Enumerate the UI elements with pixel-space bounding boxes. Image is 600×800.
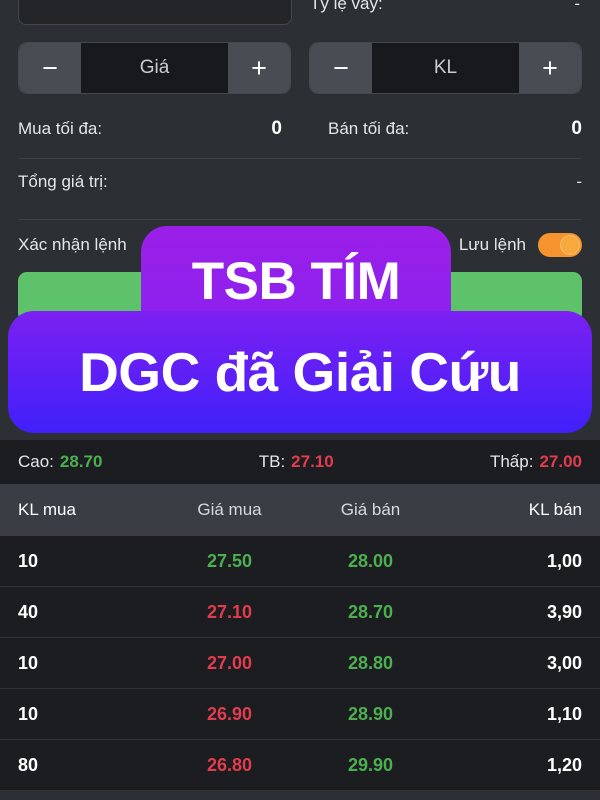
total-value-label: Tổng giá trị: [18,172,108,191]
table-row[interactable]: 10 26.90 28.90 1,10 [0,689,600,740]
cell-ask-price: 28.70 [347,601,394,622]
save-order-label: Lưu lệnh [458,235,526,254]
cell-bid-price: 27.00 [206,652,253,673]
cell-ask-price: 29.90 [347,754,394,775]
cell-ask-qty: 1,00 [546,550,582,571]
quantity-increment-button[interactable]: + [519,43,581,93]
cell-ask-qty: 3,90 [546,601,582,622]
max-sell-cell: Bán tối đa: 0 [300,118,582,140]
cell-ask-price: 28.00 [347,550,394,571]
cell-ask-price: 28.90 [347,703,394,724]
symbol-and-loan-row: TSB Tỷ lệ vay: - [18,0,582,28]
cell-ask-qty: 3,00 [546,652,582,673]
stat-low-value: 27.00 [539,452,582,471]
stat-average-label: TB: [258,452,286,471]
price-decrement-button[interactable]: − [19,43,81,93]
price-stepper[interactable]: − Giá + [18,42,291,94]
stat-high-value: 28.70 [59,452,103,471]
max-buy-cell: Mua tối đa: 0 [18,118,300,140]
price-input[interactable]: Giá [139,57,170,78]
total-value-row: Tổng giá trị: - [18,159,582,205]
quantity-decrement-button[interactable]: − [310,43,372,93]
confirm-order-row: Xác nhận lệnh Lưu lệnh [18,220,582,270]
save-order-toggle[interactable] [538,233,582,257]
loan-rate-value: - [574,0,580,13]
stat-high-label: Cao: [18,452,54,471]
stat-low: Thấp: 27.00 [490,452,582,472]
cell-bid-price: 26.80 [206,754,253,775]
max-amounts-row: Mua tối đa: 0 Bán tối đa: 0 [18,114,582,144]
column-header-bid-price: Giá mua [197,500,262,519]
stat-average-value: 27.10 [291,452,334,471]
promo-banner-line2: DGC đã Giải Cứu [8,311,592,433]
toggle-knob [560,235,580,255]
cell-bid-price: 26.90 [206,703,253,724]
table-row[interactable]: 80 26.80 29.90 1,20 [0,740,600,791]
symbol-select[interactable]: TSB [18,0,292,25]
cell-bid-qty: 10 [18,652,39,673]
column-header-ask-qty: KL bán [528,500,582,519]
column-header-bid-qty: KL mua [18,500,76,519]
symbol-value: TSB [134,0,176,5]
max-sell-value: 0 [571,118,582,139]
stat-low-label: Thấp: [489,452,534,471]
table-row[interactable]: 10 27.50 28.00 1,00 [0,536,600,587]
cell-bid-price: 27.50 [206,550,253,571]
max-sell-label: Bán tối đa: [328,119,410,138]
cell-ask-qty: 1,10 [546,703,582,724]
confirm-order-label: Xác nhận lệnh [18,235,127,254]
divider-bottom [18,219,582,220]
order-book-header: KL mua Giá mua Giá bán KL bán [0,484,600,536]
order-entry-panel: TSB Tỷ lệ vay: - − Giá + − KL + Mua tối … [0,0,600,322]
quantity-stepper[interactable]: − KL + [309,42,582,94]
stepper-row: − Giá + − KL + [18,42,582,94]
divider-top [18,158,582,159]
max-buy-value: 0 [271,118,282,139]
cell-bid-qty: 40 [18,601,39,622]
cell-ask-qty: 1,20 [546,754,582,775]
price-increment-button[interactable]: + [228,43,290,93]
cell-bid-qty: 10 [18,550,39,571]
column-header-ask-price: Giá bán [340,500,401,519]
total-value: - [576,172,582,191]
stat-average: TB: 27.10 [102,452,490,472]
loan-rate-row: Tỷ lệ vay: - [310,0,582,28]
order-book-body: 10 27.50 28.00 1,00 40 27.10 28.70 3,90 10 27.00 2… [0,536,600,791]
loan-rate-label: Tỷ lệ vay: [310,0,383,13]
price-stats-bar: Cao: 28.70 TB: 27.10 Thấp: 27.00 [0,440,600,484]
max-buy-label: Mua tối đa: [18,119,103,138]
table-row[interactable]: 40 27.10 28.70 3,90 [0,587,600,638]
cell-ask-price: 28.80 [347,652,394,673]
quantity-input[interactable]: KL [433,57,458,78]
order-book: KL mua Giá mua Giá bán KL bán 10 27.50 28.… [0,484,600,791]
table-row[interactable]: 10 27.00 28.80 3,00 [0,638,600,689]
cell-bid-qty: 10 [18,703,39,724]
cell-bid-price: 27.10 [206,601,253,622]
cell-bid-qty: 80 [18,754,39,775]
stat-high: Cao: 28.70 [18,452,102,472]
